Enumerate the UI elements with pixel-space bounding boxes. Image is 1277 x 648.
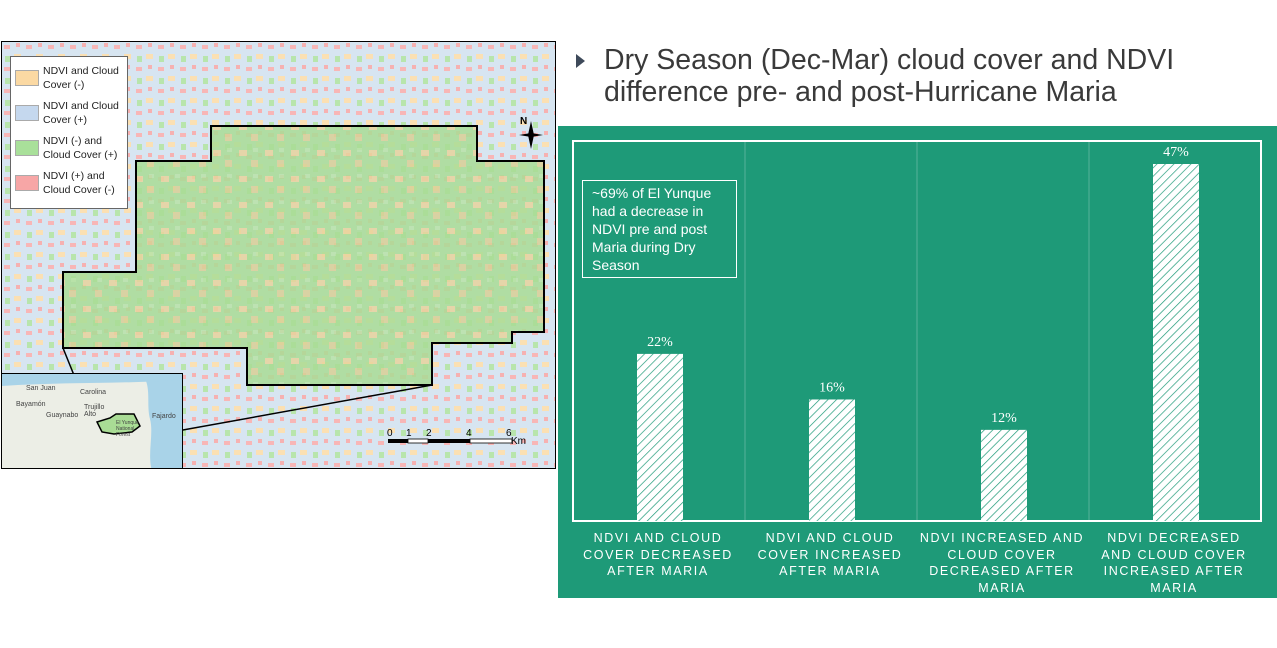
category-label: NDVI AND CLOUD COVER INCREASED AFTER MAR… (757, 531, 903, 578)
bullet-arrow-icon (576, 54, 585, 68)
legend-label: NDVI and Cloud Cover (+) (43, 100, 119, 126)
scale-tick: 0 (387, 428, 393, 439)
category-label: NDVI INCREASED AND CLOUD COVER DECREASED… (919, 531, 1085, 595)
locator-inset-map: San Juan Carolina Bayamón Guaynabo Truji… (2, 373, 183, 468)
scale-tick: 1 (406, 428, 412, 439)
category-label: NDVI DECREASED AND CLOUD COVER INCREASED… (1101, 531, 1247, 595)
legend-swatch (15, 175, 39, 191)
annotation-box: ~69% of El Yunque had a decrease in NDVI… (582, 180, 737, 278)
bar-value-label: 47% (1163, 145, 1189, 160)
scale-tick: 4 (466, 428, 472, 439)
north-label: N (520, 116, 528, 127)
map-legend: NDVI and Cloud Cover (-) NDVI and Cloud … (10, 56, 128, 209)
bar-value-label: 12% (991, 411, 1017, 426)
scale-tick: 6 (506, 428, 512, 439)
bar (981, 429, 1027, 521)
inset-place: Bayamón (16, 401, 46, 408)
legend-item: NDVI (+) and Cloud Cover (-) (15, 169, 123, 197)
bar (809, 399, 855, 521)
north-arrow-icon (519, 121, 543, 149)
scale-unit: Km (511, 436, 526, 447)
inset-place: El Yunque National Forest (116, 420, 139, 438)
legend-item: NDVI and Cloud Cover (+) (15, 99, 123, 127)
scale-tick: 2 (426, 428, 432, 439)
plot-frame (572, 140, 1262, 522)
inset-place: Guaynabo (46, 412, 79, 419)
legend-label: NDVI and Cloud Cover (-) (43, 65, 119, 91)
category-label: NDVI AND CLOUD COVER DECREASED AFTER MAR… (583, 531, 733, 578)
legend-item: NDVI (-) and Cloud Cover (+) (15, 134, 123, 162)
legend-swatch (15, 105, 39, 121)
scale-bar (388, 438, 513, 444)
bar-value-label: 16% (819, 380, 845, 395)
legend-swatch (15, 70, 39, 86)
bar-value-label: 22% (647, 335, 673, 350)
chart-svg: 22% 16% 12% 47% (572, 140, 1262, 522)
legend-swatch (15, 140, 39, 156)
inset-place: Trujillo Alto (84, 404, 105, 418)
inset-place: Fajardo (152, 413, 176, 420)
inset-place: Carolina (80, 389, 107, 396)
bar (1153, 164, 1199, 521)
legend-item: NDVI and Cloud Cover (-) (15, 64, 123, 92)
legend-label: NDVI (-) and Cloud Cover (+) (43, 135, 118, 161)
bar-chart: 22% 16% 12% 47% ~69% of El Yunque had a dec… (558, 126, 1277, 598)
legend-label: NDVI (+) and Cloud Cover (-) (43, 170, 115, 196)
study-area-map: NDVI and Cloud Cover (-) NDVI and Cloud … (1, 41, 556, 469)
slide-title: Dry Season (Dec-Mar) cloud cover and NDV… (604, 44, 1175, 108)
bar (637, 353, 683, 521)
inset-place: San Juan (26, 385, 56, 392)
